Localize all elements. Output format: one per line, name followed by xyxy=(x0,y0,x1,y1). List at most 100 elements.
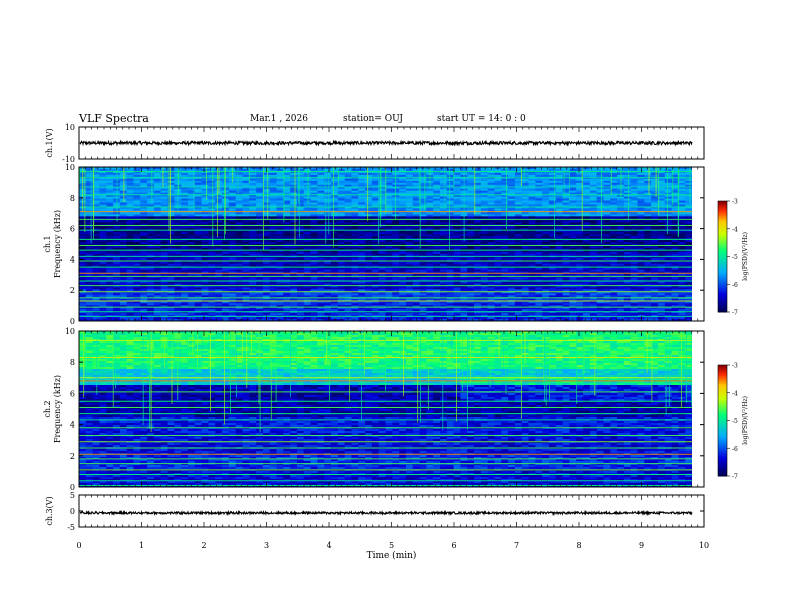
ch1-spectrogram-panel-cell xyxy=(208,249,216,253)
ch1-spectrogram-panel-cell xyxy=(365,245,373,249)
ch1-spectrogram-panel-cell xyxy=(385,236,393,239)
ch1-spectrogram-panel-cell xyxy=(589,178,598,182)
ch1-spectrogram-panel-cell xyxy=(562,232,570,235)
ch1-spectrogram-panel-cell xyxy=(106,273,114,276)
ch1-spectrogram-panel-cell xyxy=(501,255,509,259)
ch1-spectrogram-panel-cell xyxy=(637,232,645,235)
ch1-spectrogram-panel-cell xyxy=(201,251,209,255)
ch1-spectrogram-panel-cell xyxy=(405,184,414,188)
ch1-spectrogram-panel-cell xyxy=(344,174,352,178)
ch1-spectrogram-panel-cell xyxy=(310,214,318,217)
ch1-spectrogram-panel-cell xyxy=(630,184,638,188)
ch1-spectrogram-panel-cell xyxy=(664,251,672,255)
ch1-spectrogram-panel-cell xyxy=(92,206,100,209)
ch1-spectrogram-panel-cell xyxy=(378,212,386,215)
ch1-spectrogram-panel-cell xyxy=(119,196,128,199)
ch1-spectrogram-panel-cell xyxy=(644,184,652,188)
ch1-spectrogram-panel-cell xyxy=(623,269,632,273)
ch1-spectrogram-panel-cell xyxy=(160,180,168,184)
ch1-spectrogram-panel-cell xyxy=(235,204,243,207)
ch1-spectrogram-panel-cell xyxy=(460,249,468,253)
ch1-spectrogram-panel-cell xyxy=(664,257,672,261)
ch1-spectrogram-panel-cell xyxy=(569,190,577,194)
ch1-spectrogram-panel-cell xyxy=(542,196,550,199)
ch1-spectrogram-panel-cell xyxy=(140,234,148,237)
ch1-spectrogram-panel-cell xyxy=(644,226,652,229)
ch1-spectrogram-panel-cell xyxy=(685,249,693,253)
ch1-spectrogram-panel-cell xyxy=(215,192,223,196)
ch1-spectrogram-panel-cell xyxy=(99,172,107,176)
ch1-spectrogram-panel-cell xyxy=(405,251,414,255)
ch1-spectrogram-panel-cell xyxy=(542,202,550,205)
ch1-spectrogram-panel-cell xyxy=(678,190,686,194)
ch1-spectrogram-panel-cell xyxy=(126,220,134,223)
ch1-spectrogram-panel-cell xyxy=(160,214,168,217)
ch1-spectrogram-panel-cell xyxy=(446,222,455,225)
ch1-spectrogram-panel-cell xyxy=(562,220,570,223)
ch1-spectrogram-panel-cell xyxy=(446,200,455,203)
ch1-spectrogram-panel-cell xyxy=(603,273,611,276)
ch1-spectrogram-panel-cell xyxy=(439,263,448,267)
ch1-spectrogram-panel-cell xyxy=(501,212,509,215)
ch1-spectrogram-panel-cell xyxy=(331,196,339,199)
ch1-spectrogram-panel-cell xyxy=(201,234,209,237)
ch1-spectrogram-panel-cell xyxy=(637,198,645,201)
ch1-spectrogram-panel-cell xyxy=(160,230,168,233)
ch1-spectrogram-panel-cell xyxy=(487,263,495,267)
ch1-spectrogram-panel-cell xyxy=(303,269,311,273)
ch1-spectrogram-panel-cell xyxy=(555,180,563,184)
ch1-spectrogram-panel-cell xyxy=(317,251,325,255)
ch1-spectrogram-panel-cell xyxy=(119,198,128,201)
ch1-spectrogram-panel-cell xyxy=(324,192,332,196)
ch1-spectrogram-panel-cell xyxy=(215,255,223,259)
ch1-spectrogram-panel-cell xyxy=(589,242,598,245)
ch1-spectrogram-panel-cell xyxy=(106,226,114,229)
ch1-spectrogram-panel-cell xyxy=(412,230,420,233)
ch1-spectrogram-panel-cell xyxy=(419,200,427,203)
ch1-spectrogram-panel-cell xyxy=(412,273,420,276)
ch1-spectrogram-panel-cell xyxy=(256,267,264,271)
ch1-spectrogram-panel-cell xyxy=(514,184,523,188)
ch1-spectrogram-panel-cell xyxy=(446,186,455,190)
ch1-spectrogram-panel-cell xyxy=(610,222,618,225)
ch1-spectrogram-panel-cell xyxy=(242,180,250,184)
ch1-spectrogram-panel-cell xyxy=(303,192,311,196)
ch1-spectrogram-panel-cell xyxy=(92,236,100,239)
ch1-spectrogram-panel-cell xyxy=(555,232,563,235)
ch1-spectrogram-panel-cell xyxy=(576,263,584,267)
ch1-spectrogram-panel-cell xyxy=(651,232,659,235)
ch1-spectrogram-panel-cell xyxy=(446,261,455,265)
ch1-spectrogram-panel-cell xyxy=(664,204,672,207)
ch1-spectrogram-panel-cell xyxy=(358,226,366,229)
ch1-spectrogram-panel-cell xyxy=(685,267,693,271)
ch1-spectrogram-panel-cell xyxy=(126,222,134,225)
ch1-spectrogram-panel-cell xyxy=(358,174,366,178)
ch1-spectrogram-panel-cell xyxy=(187,178,196,182)
ch1-spectrogram-panel-cell xyxy=(542,182,550,186)
ch1-spectrogram-panel-cell xyxy=(378,190,386,194)
ch1-spectrogram-panel-cell xyxy=(385,267,393,271)
ch1-spectrogram-panel-cell xyxy=(446,220,455,223)
ch1-spectrogram-panel-cell xyxy=(331,198,339,201)
ch1-spectrogram-panel-cell xyxy=(324,204,332,207)
ch1-spectrogram-panel-cell xyxy=(412,232,420,235)
ch1-spectrogram-panel-cell xyxy=(671,236,679,239)
ch1-spectrogram-panel-cell xyxy=(589,204,598,207)
ch1-spectrogram-panel-cell xyxy=(269,168,277,172)
ch1-spectrogram-panel-cell xyxy=(487,240,495,243)
ch1-spectrogram-panel-cell xyxy=(508,234,516,237)
ch1-spectrogram-panel-cell xyxy=(194,172,202,176)
ch1-spectrogram-panel-cell xyxy=(685,202,693,205)
ch1-spectrogram-panel-cell xyxy=(187,249,196,253)
ch1-spectrogram-panel-cell xyxy=(657,216,666,219)
ch1-spectrogram-panel-cell xyxy=(521,261,529,265)
ch1-spectrogram-panel-cell xyxy=(535,170,543,174)
ch1-spectrogram-panel-cell xyxy=(365,234,373,237)
ch1-spectrogram-panel-cell xyxy=(147,214,155,217)
ch1-spectrogram-panel-cell xyxy=(467,240,475,243)
ch1-spectrogram-panel-cell xyxy=(501,230,509,233)
ch1-spectrogram-panel-cell xyxy=(262,196,271,199)
ch1-spectrogram-panel-cell xyxy=(453,212,461,215)
ch1-spectrogram-panel-cell xyxy=(344,212,352,215)
ch1-spectrogram-panel-cell xyxy=(310,267,318,271)
